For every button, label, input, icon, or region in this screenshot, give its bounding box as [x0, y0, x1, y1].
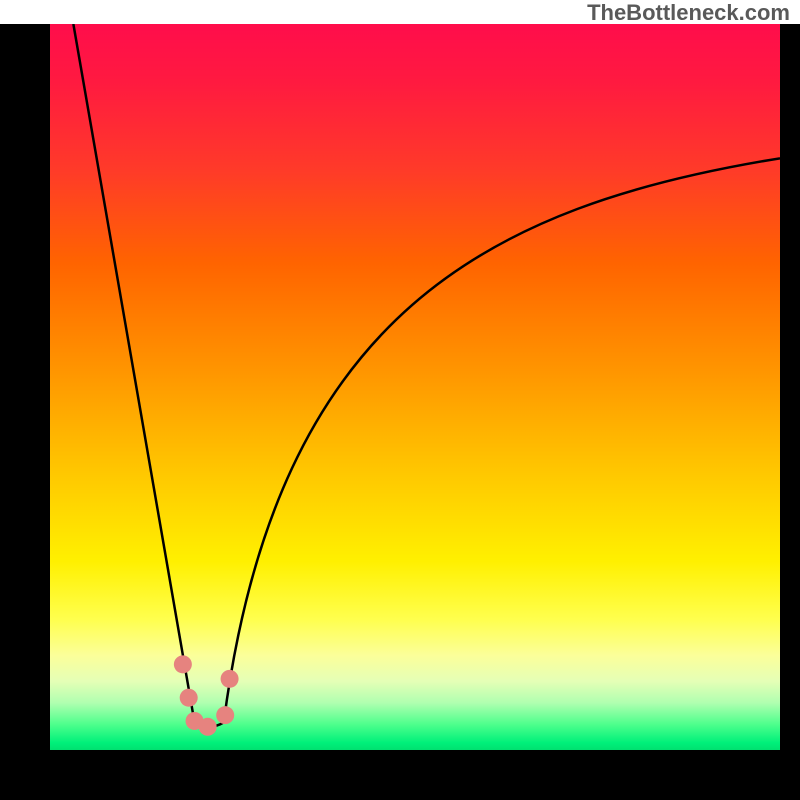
watermark-text: TheBottleneck.com [587, 0, 790, 26]
marker-point [216, 706, 234, 724]
gradient-background [50, 24, 780, 750]
marker-point [199, 718, 217, 736]
plot-area [50, 24, 780, 750]
marker-point [174, 655, 192, 673]
figure-root: TheBottleneck.com [0, 0, 800, 800]
marker-point [180, 689, 198, 707]
plot-svg [50, 24, 780, 750]
marker-point [221, 670, 239, 688]
